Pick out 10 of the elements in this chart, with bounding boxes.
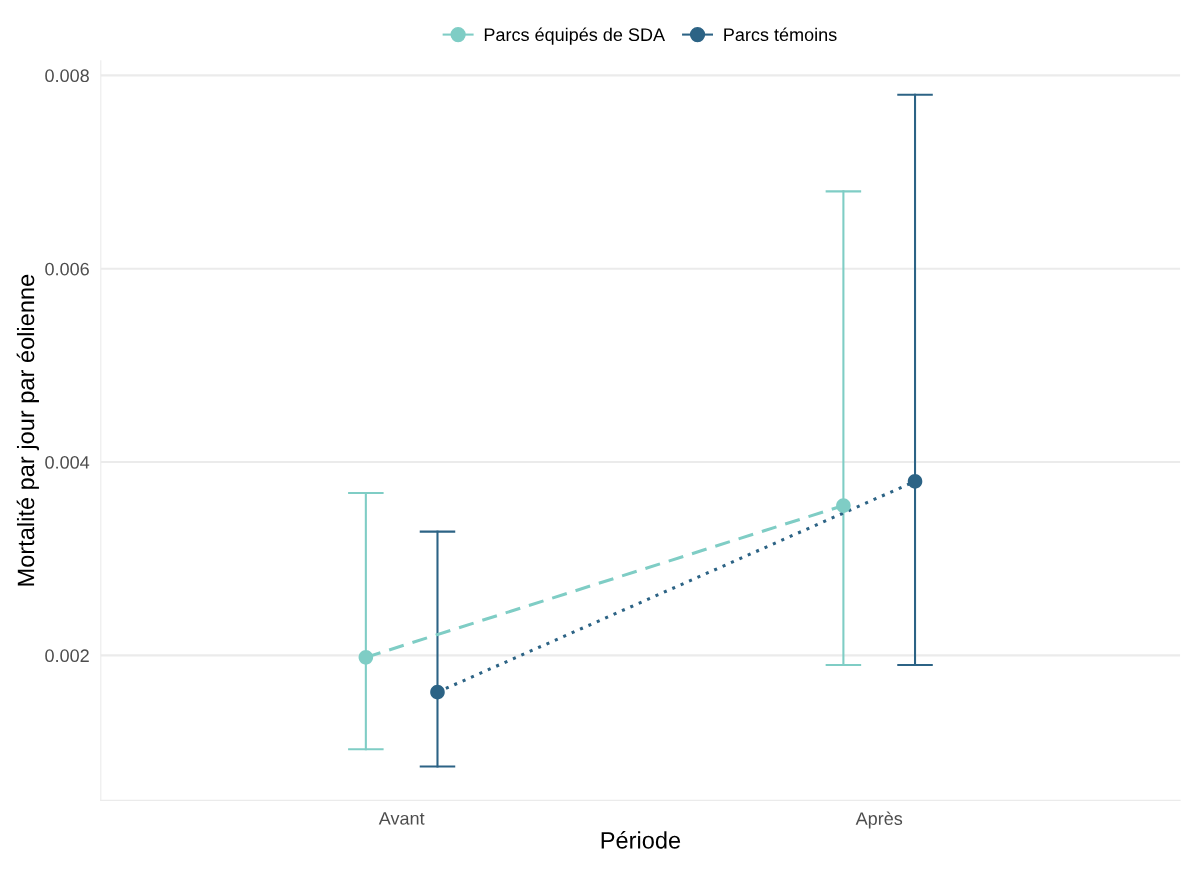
y-axis-title: Mortalité par jour par éolienne — [16, 274, 39, 586]
x-tick-label: Après — [855, 811, 903, 829]
y-tick-label: 0.004 — [45, 456, 90, 469]
y-tick-label: 0.008 — [45, 69, 89, 83]
x-axis-title: Période — [601, 831, 681, 849]
legend-label: Parcs équipés de SDA — [484, 27, 666, 45]
x-tick-label: Avant — [378, 812, 425, 825]
y-tick-label: 0.006 — [45, 262, 89, 276]
legend-label: Parcs témoins — [724, 27, 837, 42]
y-tick-label: 0.002 — [45, 649, 89, 663]
